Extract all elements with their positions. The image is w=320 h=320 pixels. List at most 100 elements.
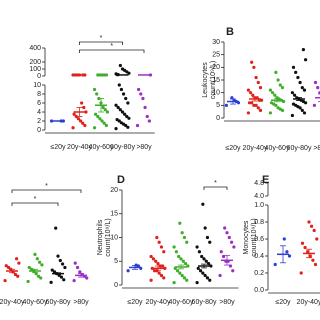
data-point <box>258 108 263 112</box>
data-point <box>102 121 106 125</box>
data-point <box>258 86 263 90</box>
data-point <box>290 113 294 118</box>
data-point <box>268 111 272 115</box>
data-point <box>6 265 11 270</box>
data-point <box>13 272 18 277</box>
y-tick-label: 20 <box>212 64 220 71</box>
y-tick-label: 4 <box>37 109 41 116</box>
data-point <box>299 271 303 275</box>
data-point <box>300 108 304 112</box>
data-point <box>256 106 260 110</box>
data-point <box>273 262 277 267</box>
data-point <box>273 93 277 97</box>
data-point <box>202 257 206 261</box>
data-point <box>180 231 184 235</box>
significance-bracket <box>11 202 59 206</box>
data-point <box>182 235 187 240</box>
data-point <box>59 275 64 279</box>
data-point <box>196 266 200 270</box>
data-point <box>62 278 66 282</box>
data-point <box>80 101 84 105</box>
data-point <box>152 269 157 273</box>
data-point <box>180 273 184 278</box>
data-point <box>157 271 161 275</box>
y-tick-label: 10 <box>212 90 220 97</box>
data-point <box>252 65 256 69</box>
y-tick-label: 6 <box>37 100 41 107</box>
y-tick-label: 4.8 <box>254 180 264 187</box>
data-point <box>311 258 315 262</box>
data-point <box>251 93 255 97</box>
data-point <box>124 96 128 101</box>
x-tick-label: >80y <box>313 145 320 152</box>
y-tick-label: 1.0 <box>254 202 264 209</box>
data-point <box>294 70 298 74</box>
significance-bracket <box>11 189 82 193</box>
data-point <box>254 103 258 107</box>
data-point <box>246 111 250 115</box>
data-point <box>137 87 141 92</box>
data-point <box>306 250 310 254</box>
y-tick-label: 0 <box>37 73 41 80</box>
data-point <box>27 265 31 270</box>
data-point <box>26 279 30 284</box>
data-point <box>84 110 88 114</box>
data-point <box>78 119 83 123</box>
y-tick-label: 2 <box>37 118 41 125</box>
data-point <box>94 112 98 116</box>
data-point <box>249 91 253 95</box>
data-point <box>178 271 182 275</box>
data-point <box>291 102 296 106</box>
data-point <box>145 114 149 119</box>
data-point <box>205 235 210 240</box>
panel-1: 0 5 10 15 20 25 30 B Leukocytes count(10⁹/L) ≤20y 2… <box>202 26 320 152</box>
y-tick-label: 5 <box>114 258 118 265</box>
data-point <box>4 264 8 268</box>
data-point <box>182 276 187 280</box>
data-point <box>159 273 164 278</box>
data-point <box>247 101 252 105</box>
data-point <box>155 235 159 240</box>
data-point <box>172 281 176 285</box>
data-point <box>313 262 318 267</box>
data-point <box>3 279 7 283</box>
data-point <box>85 276 89 280</box>
y-tick-label: 0 <box>216 115 220 122</box>
data-point <box>123 112 127 116</box>
y-axis-title: Leukocytes <box>202 62 209 98</box>
y-tick-label: 15 <box>212 77 220 84</box>
data-point <box>195 245 199 249</box>
data-point <box>231 269 235 273</box>
data-point <box>296 75 300 80</box>
data-point <box>282 237 286 241</box>
y-axis-title: Neutrophils <box>97 219 104 255</box>
data-point <box>95 92 99 96</box>
data-point <box>83 123 87 128</box>
data-point <box>313 80 318 85</box>
data-point <box>141 96 145 101</box>
data-point <box>232 245 236 249</box>
data-point <box>300 86 304 90</box>
data-point <box>100 119 104 123</box>
significance-bracket <box>203 186 228 190</box>
data-point <box>38 260 42 264</box>
data-point <box>307 220 311 224</box>
data-point <box>71 126 75 130</box>
data-point <box>175 269 180 273</box>
panel-4: 0.0 0.2 0.4 0.6 0.8 1.0 4.0 4.8E Monocytes count(… <box>243 174 320 306</box>
data-point <box>184 262 188 266</box>
data-point <box>178 221 182 225</box>
data-point <box>118 108 122 112</box>
data-point <box>61 262 65 266</box>
data-point <box>308 254 312 258</box>
data-point <box>280 86 285 90</box>
data-point <box>50 268 54 272</box>
data-point <box>218 273 222 278</box>
x-tick-label: 20y-40y <box>243 145 268 152</box>
data-point <box>104 123 108 128</box>
data-point <box>304 58 308 62</box>
data-point <box>290 91 294 95</box>
data-point <box>219 250 223 254</box>
data-point <box>39 276 43 280</box>
data-point <box>35 257 39 261</box>
